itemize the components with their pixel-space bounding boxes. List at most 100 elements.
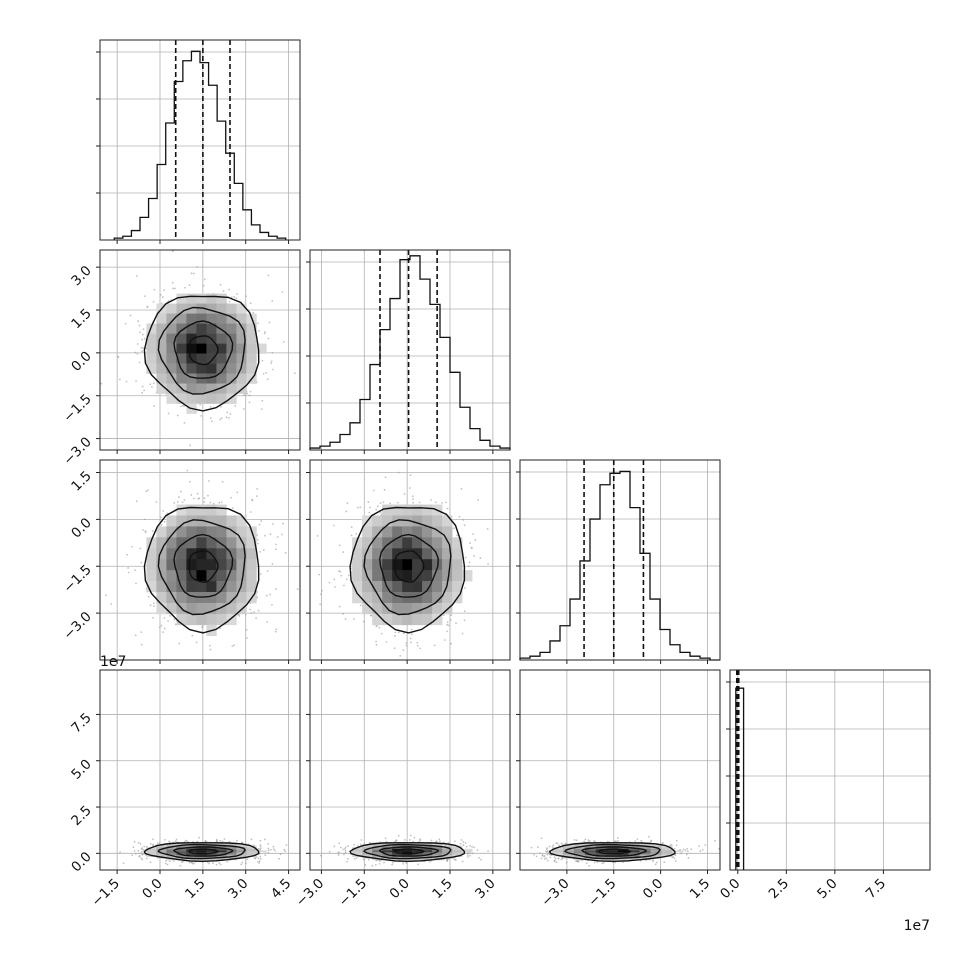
scatter-point (122, 862, 125, 865)
density-cell (146, 570, 157, 582)
scatter-point (152, 838, 154, 841)
density-cell (226, 393, 237, 404)
scatter-point (546, 847, 549, 850)
scatter-point (348, 574, 350, 577)
density-cell (639, 852, 651, 854)
density-cell (216, 852, 227, 854)
density-cell (392, 858, 403, 861)
scatter-point (162, 510, 165, 512)
scatter-point (551, 845, 554, 848)
scatter-point (328, 850, 331, 853)
density-cell (166, 853, 177, 856)
scatter-point (438, 838, 441, 841)
scatter-point (473, 555, 475, 557)
scatter-point (356, 506, 359, 509)
scatter-point (151, 530, 154, 532)
contour-line (188, 848, 220, 855)
scatter-point (175, 838, 178, 841)
scatter-point (342, 551, 345, 553)
scatter-point (226, 860, 229, 863)
scatter-point (468, 561, 471, 564)
density-cell (236, 570, 247, 582)
scatter-point (219, 283, 222, 286)
density-cell (246, 570, 257, 582)
scatter-point (375, 643, 378, 646)
scatter-point (164, 862, 167, 865)
scatter-point (173, 287, 176, 290)
scatter-point (376, 505, 379, 508)
density-cell (236, 592, 247, 604)
scatter-point (318, 573, 320, 576)
density-cell (236, 303, 247, 314)
scatter-point (258, 848, 261, 851)
density-cell (216, 850, 227, 853)
density-cell (452, 548, 463, 560)
density-cell (442, 515, 453, 527)
scatter-point (152, 382, 155, 385)
scatter-point (384, 837, 387, 840)
contour-line (363, 519, 452, 616)
scatter-point (184, 286, 187, 289)
scatter-point (225, 416, 228, 419)
density-cell (156, 313, 167, 324)
scatter-point (469, 844, 471, 847)
density-cell (573, 843, 586, 846)
density-cell (226, 537, 237, 549)
scatter-point (185, 232, 187, 234)
scatter-point (384, 476, 387, 479)
scatter-point (410, 633, 413, 636)
density-cell (432, 548, 443, 560)
density-cell (236, 373, 247, 384)
density-cell (216, 581, 227, 593)
scatter-point (240, 841, 243, 844)
density-cell (422, 843, 433, 846)
density-cell (628, 850, 640, 853)
density-cell (226, 853, 237, 856)
density-cell (166, 848, 177, 851)
scatter-point (236, 613, 239, 616)
scatter-point (412, 501, 415, 504)
scatter-point (220, 417, 223, 420)
scatter-point (471, 845, 474, 848)
scatter-point (614, 861, 617, 864)
scatter-point (416, 641, 419, 644)
density-cell (156, 333, 167, 344)
density-cell (352, 852, 363, 854)
y-tick-label: 3.0 (68, 263, 95, 290)
density-cell (226, 847, 237, 849)
scatter-point (587, 839, 590, 842)
density-cell (402, 515, 413, 527)
scatter-point (172, 860, 175, 862)
scatter-point (462, 844, 465, 847)
scatter-point (190, 861, 193, 864)
density-cell (442, 855, 453, 857)
density-cell (206, 343, 217, 354)
scatter-point (147, 595, 150, 598)
scatter-point (178, 642, 181, 645)
density-cell (196, 847, 207, 849)
density-cell (176, 373, 187, 384)
x-offset-label: 1e7 (904, 918, 930, 934)
density-cell (442, 850, 453, 853)
scatter-point (219, 839, 222, 842)
scatter-point (192, 272, 195, 275)
scatter-point (230, 496, 232, 499)
grid-group (730, 670, 930, 870)
density-cell (432, 515, 443, 527)
scatter-point (343, 853, 345, 856)
contour-line (173, 320, 234, 379)
scatter-point (359, 843, 362, 846)
density-cell (552, 848, 564, 851)
scatter-point (129, 314, 132, 317)
scatter-point (464, 556, 467, 559)
density-cell (573, 850, 586, 853)
scatter-point (272, 848, 275, 851)
density-cell (196, 393, 207, 404)
scatter-point (733, 857, 735, 859)
density-cell (352, 848, 363, 851)
density-cell (176, 570, 187, 582)
scatter-point (316, 535, 319, 537)
scatter-point (212, 862, 214, 865)
density-cell (196, 853, 207, 856)
scatter-point (134, 569, 136, 572)
